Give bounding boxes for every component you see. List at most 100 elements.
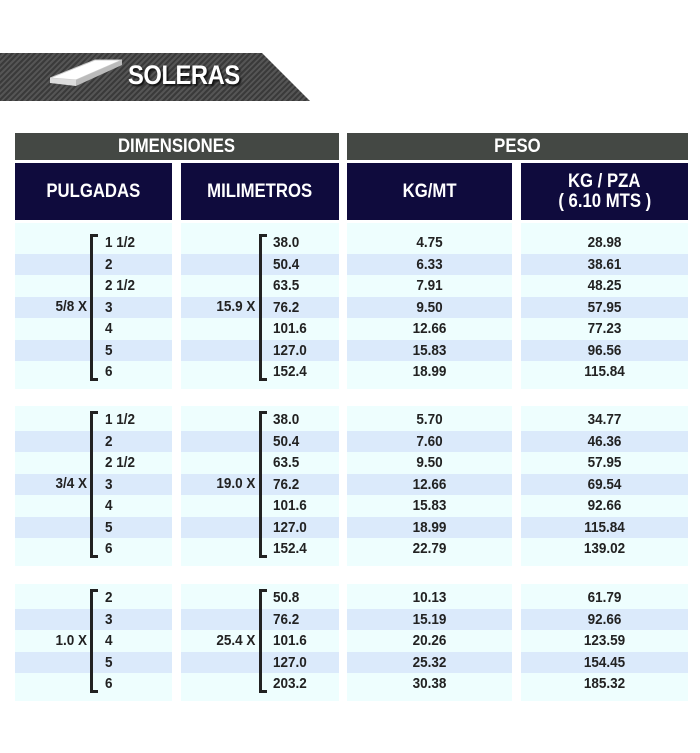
table-row: 30.38	[347, 673, 512, 695]
kg-mt-value: 20.26	[412, 632, 447, 649]
table-row: 38.61	[521, 253, 688, 275]
in-value: 3	[105, 298, 113, 316]
table-row: 2	[15, 253, 172, 275]
milimetros-header: MILIMETROS	[181, 163, 339, 220]
kg-pza-value: 77.23	[587, 320, 622, 337]
kg-pza-block: 34.77 46.36 57.95 69.54 92.66 115.84 139.02	[521, 406, 688, 566]
in-value: 2	[105, 255, 113, 273]
kg-pza-value: 92.66	[587, 610, 622, 628]
mm-value: 76.2	[273, 610, 300, 628]
table-row: 92.66	[521, 495, 688, 517]
table-row: 63.5	[181, 275, 339, 297]
table-row: 5	[15, 651, 172, 673]
kg-pza-value: 139.02	[583, 540, 626, 557]
table-row: 2 1/2	[15, 452, 172, 474]
table-row: 96.56	[521, 339, 688, 361]
table-row: 20.26	[347, 630, 512, 652]
bracket-icon	[90, 589, 98, 693]
mm-value: 76.2	[273, 298, 300, 316]
kg-mt-value: 9.50	[416, 298, 443, 316]
mm-value: 127.0	[273, 653, 307, 671]
table-row: 101.6	[181, 495, 339, 517]
in-value: 4	[105, 320, 113, 337]
pulgadas-header: PULGADAS	[15, 163, 172, 220]
mm-value: 101.6	[273, 320, 307, 337]
kg-pza-value: 34.77	[587, 411, 622, 428]
in-value: 1 1/2	[105, 411, 136, 428]
page-title: SOLERAS	[128, 60, 240, 90]
table-row: 115.84	[521, 516, 688, 538]
bracket-icon	[90, 411, 98, 558]
kg-pza-value: 96.56	[587, 341, 622, 359]
kg-mt-value: 18.99	[412, 363, 447, 380]
table-row: 4	[15, 318, 172, 340]
kg-pza-value: 185.32	[583, 675, 626, 692]
milimetros-block: 38.0 50.4 63.5 76.2 101.6 127.0 152.4 15.9 X	[181, 223, 339, 389]
table-row: 5	[15, 516, 172, 538]
table-row: 154.45	[521, 651, 688, 673]
inch-thickness-label: 1.0 X	[55, 631, 87, 649]
in-value: 2	[105, 589, 113, 606]
kg-mt-block: 10.13 15.19 20.26 25.32 30.38	[347, 584, 512, 701]
inch-thickness-label: 5/8 X	[55, 298, 87, 316]
in-value: 2 1/2	[105, 277, 136, 294]
table-row: 1 1/2	[15, 232, 172, 254]
table-row: 12.66	[347, 318, 512, 340]
mm-value: 50.8	[273, 589, 300, 606]
table-row: 69.54	[521, 473, 688, 495]
table-row: 152.4	[181, 538, 339, 560]
in-value: 5	[105, 518, 113, 536]
kg-pza-value: 154.45	[583, 653, 626, 671]
mm-value: 101.6	[273, 632, 307, 649]
table-row: 101.6	[181, 318, 339, 340]
table-row: 61.79	[521, 587, 688, 609]
table-row: 18.99	[347, 516, 512, 538]
mm-value: 152.4	[273, 540, 307, 557]
table-row: 6	[15, 361, 172, 383]
pulgadas-block: 1 1/2 2 2 1/2 3 4 5 6 3/4 X	[15, 406, 172, 566]
kg-mt-value: 7.91	[416, 277, 443, 294]
pulgadas-block: 2 3 4 5 6 1.0 X	[15, 584, 172, 701]
mm-value: 50.4	[273, 255, 300, 273]
kg-pza-value: 28.98	[587, 234, 622, 251]
table-row: 9.50	[347, 296, 512, 318]
table-row: 4	[15, 495, 172, 517]
kg-mt-value: 30.38	[412, 675, 447, 692]
mm-thickness-label: 25.4 X	[215, 631, 255, 649]
table-row: 5.70	[347, 409, 512, 431]
mm-value: 38.0	[273, 411, 300, 428]
table-row: 25.32	[347, 651, 512, 673]
table-row: 3	[15, 473, 172, 495]
table-row: 77.23	[521, 318, 688, 340]
inch-thickness-label: 3/4 X	[55, 475, 87, 493]
table-row: 185.32	[521, 673, 688, 695]
table-row: 139.02	[521, 538, 688, 560]
table-row: 4.75	[347, 232, 512, 254]
table-row: 15.83	[347, 495, 512, 517]
table-row: 5	[15, 339, 172, 361]
kg-mt-value: 22.79	[412, 540, 447, 557]
table-row: 7.91	[347, 275, 512, 297]
in-value: 6	[105, 540, 113, 557]
kg-mt-value: 18.99	[412, 518, 447, 536]
table-row: 123.59	[521, 630, 688, 652]
table-row: 2 1/2	[15, 275, 172, 297]
kg-mt-value: 9.50	[416, 454, 443, 471]
table-row: 1 1/2	[15, 409, 172, 431]
bracket-icon	[259, 589, 267, 693]
kg-pza-value: 123.59	[583, 632, 626, 649]
mm-value: 203.2	[273, 675, 307, 692]
table-row: 6.33	[347, 253, 512, 275]
table-row: 7.60	[347, 430, 512, 452]
kg-mt-value: 15.19	[412, 610, 447, 628]
kg-mt-value: 5.70	[416, 411, 443, 428]
table-row: 115.84	[521, 361, 688, 383]
kg-mt-value: 4.75	[416, 234, 443, 251]
kg-pza-value: 92.66	[587, 497, 622, 514]
peso-header: PESO	[347, 133, 688, 160]
table-row: 38.0	[181, 409, 339, 431]
table-row: 12.66	[347, 473, 512, 495]
kg-pza-value: 57.95	[587, 454, 622, 471]
table-row: 4	[15, 630, 172, 652]
